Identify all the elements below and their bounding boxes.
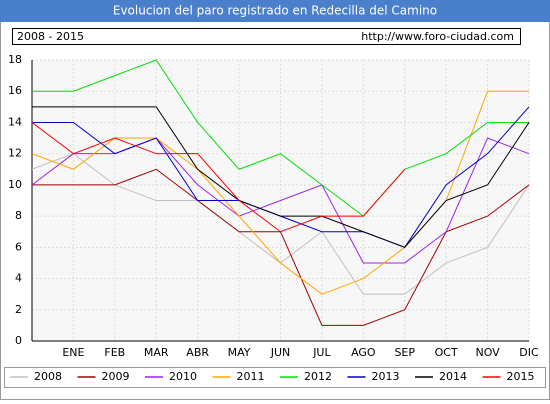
- x-tick-label: AGO: [351, 346, 376, 359]
- source: http://www.foro-ciudad.com: [361, 30, 514, 43]
- y-tick-label: 14: [8, 115, 22, 128]
- y-tick-label: 8: [15, 209, 22, 222]
- x-tick-label: NOV: [475, 346, 500, 359]
- x-tick-label: OCT: [435, 346, 458, 359]
- series-line: [32, 59, 529, 217]
- y-tick-label: 10: [8, 178, 22, 191]
- series-line: [32, 106, 530, 248]
- y-tick-label: 4: [15, 272, 22, 285]
- title-bar: [0, 0, 550, 22]
- legend-label: 2009: [102, 370, 130, 383]
- legend-label: 2010: [169, 370, 197, 383]
- x-tick-label: MAY: [228, 346, 251, 359]
- y-tick-label: 12: [8, 147, 22, 160]
- x-tick-label: SEP: [394, 346, 415, 359]
- x-tick-label: JUN: [270, 346, 291, 359]
- subtitle: 2008 - 2015: [17, 30, 84, 43]
- y-tick-label: 6: [15, 240, 22, 253]
- series-line: [31, 122, 406, 233]
- x-tick-label: ABR: [186, 346, 209, 359]
- x-tick-label: JUL: [312, 346, 331, 359]
- y-tick-label: 16: [8, 84, 22, 97]
- x-tick-label: DIC: [519, 346, 539, 359]
- legend-label: 2015: [507, 370, 535, 383]
- legend-label: 2011: [237, 370, 265, 383]
- legend-label: 2008: [34, 370, 62, 383]
- x-tick-label: ENE: [62, 346, 84, 359]
- y-tick-label: 18: [8, 53, 22, 66]
- subtitle-box: [12, 28, 521, 45]
- x-tick-label: FEB: [104, 346, 125, 359]
- chart-title: Evolucion del paro registrado en Redecil…: [113, 4, 437, 18]
- legend-box: [4, 367, 546, 388]
- legend-label: 2013: [372, 370, 400, 383]
- x-tick-label: MAR: [144, 346, 169, 359]
- y-tick-label: 0: [15, 334, 22, 347]
- legend-label: 2014: [439, 370, 467, 383]
- legend-label: 2012: [304, 370, 332, 383]
- y-tick-label: 2: [15, 303, 22, 316]
